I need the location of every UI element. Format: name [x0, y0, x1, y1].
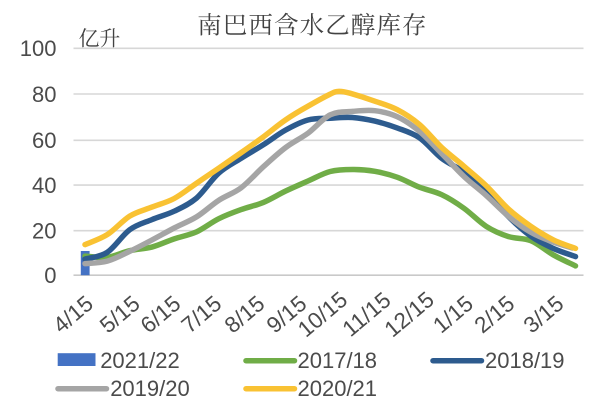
- svg-text:2020/21: 2020/21: [298, 376, 378, 401]
- svg-text:80: 80: [32, 82, 56, 107]
- svg-text:2019/20: 2019/20: [110, 376, 190, 401]
- svg-text:0: 0: [44, 263, 56, 288]
- svg-text:2021/22: 2021/22: [100, 348, 180, 373]
- svg-text:100: 100: [20, 36, 57, 61]
- svg-text:40: 40: [32, 173, 56, 198]
- svg-text:60: 60: [32, 128, 56, 153]
- svg-text:20: 20: [32, 219, 56, 244]
- svg-text:2017/18: 2017/18: [298, 348, 378, 373]
- svg-text:2018/19: 2018/19: [485, 348, 565, 373]
